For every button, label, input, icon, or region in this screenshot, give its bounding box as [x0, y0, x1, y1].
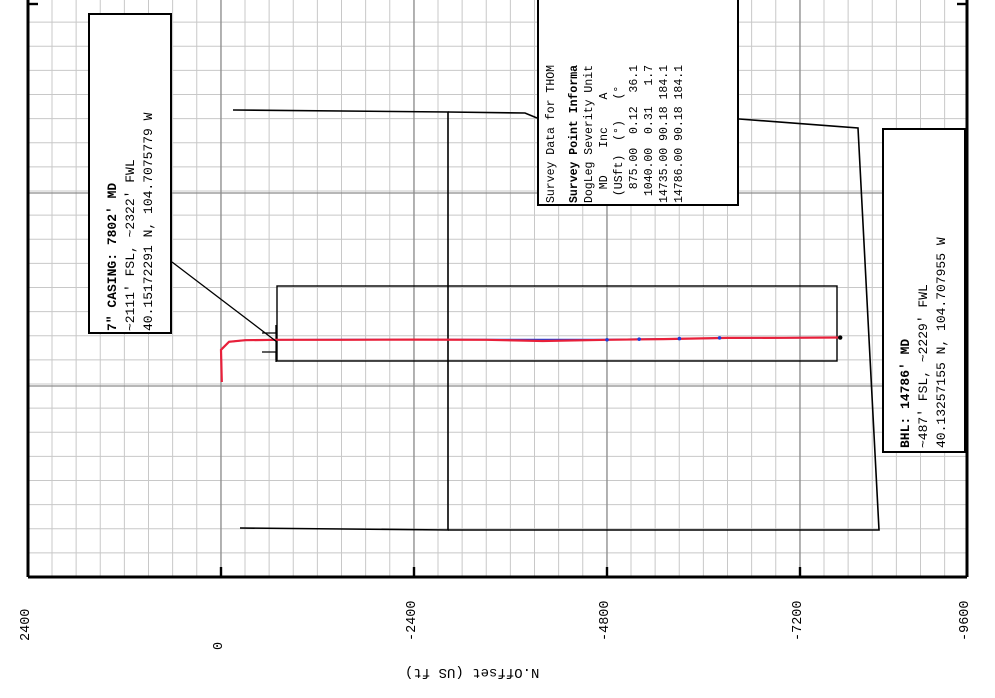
survey-units: DogLeg Severity Unit — [583, 64, 596, 203]
x-tick-label: -4800 — [598, 600, 613, 641]
survey-data-panel: Survey Data for THOM Survey Point Inform… — [537, 0, 739, 206]
hardline-marker — [262, 351, 277, 360]
bhl-coordinates: 40.13257155 N, 104.707955 W — [934, 237, 949, 448]
bhl-title: BHL: 14786' MD — [898, 338, 913, 448]
casing-title: 7" CASING: 7802' MD — [105, 182, 120, 331]
setback-box — [276, 285, 838, 362]
survey-header: Survey Point Informa — [568, 64, 581, 203]
hardline-marker — [262, 325, 277, 334]
casing-annotation: 7" CASING: 7802' MD ~2111' FSL, ~2322' F… — [88, 13, 172, 334]
axes-layer — [26, 0, 969, 579]
casing-coordinates: 40.15172291 N, 104.7075779 W — [141, 112, 156, 331]
x-tick-label: 0 — [212, 641, 227, 650]
x-axis-label: N.Offset (US ft) — [405, 664, 540, 680]
casing-leader-line — [171, 261, 278, 343]
survey-row: 875.00 0.12 36.1 — [628, 64, 641, 203]
series-layer — [219, 335, 843, 383]
survey-row: 14786.00 90.18 184.1 — [673, 64, 686, 203]
lease-outlines — [232, 109, 880, 531]
survey-row: 1040.00 0.31 1.7 — [643, 64, 656, 203]
survey-column-units: (USft) (°) (° — [613, 85, 626, 203]
survey-row: 14735.00 90.18 184.1 — [658, 64, 671, 203]
x-tick-label: -7200 — [791, 600, 806, 641]
leader-lines — [171, 261, 278, 343]
x-tick-label: -2400 — [405, 600, 420, 641]
survey-columns: MD Inc A — [598, 92, 611, 203]
lease-boundary-outline — [448, 118, 880, 531]
x-tick-label: 2400 — [19, 608, 34, 641]
lease-boundary-outline — [447, 111, 538, 119]
series-line-actual — [219, 336, 841, 383]
survey-point — [605, 337, 609, 342]
bhl-point — [838, 335, 843, 340]
survey-title: Survey Data for THOM — [545, 64, 558, 203]
x-tick-label: -9600 — [958, 600, 973, 641]
survey-point — [677, 336, 682, 341]
survey-point — [637, 337, 641, 341]
bhl-location: ~487' FSL, ~2229' FWL — [916, 284, 931, 448]
casing-location: ~2111' FSL, ~2322' FWL — [123, 159, 138, 331]
bhl-annotation: BHL: 14786' MD ~487' FSL, ~2229' FWL 40.… — [882, 128, 966, 453]
survey-point — [717, 336, 722, 340]
grid-layer — [28, 0, 967, 577]
lease-boundary-outline — [232, 109, 449, 531]
